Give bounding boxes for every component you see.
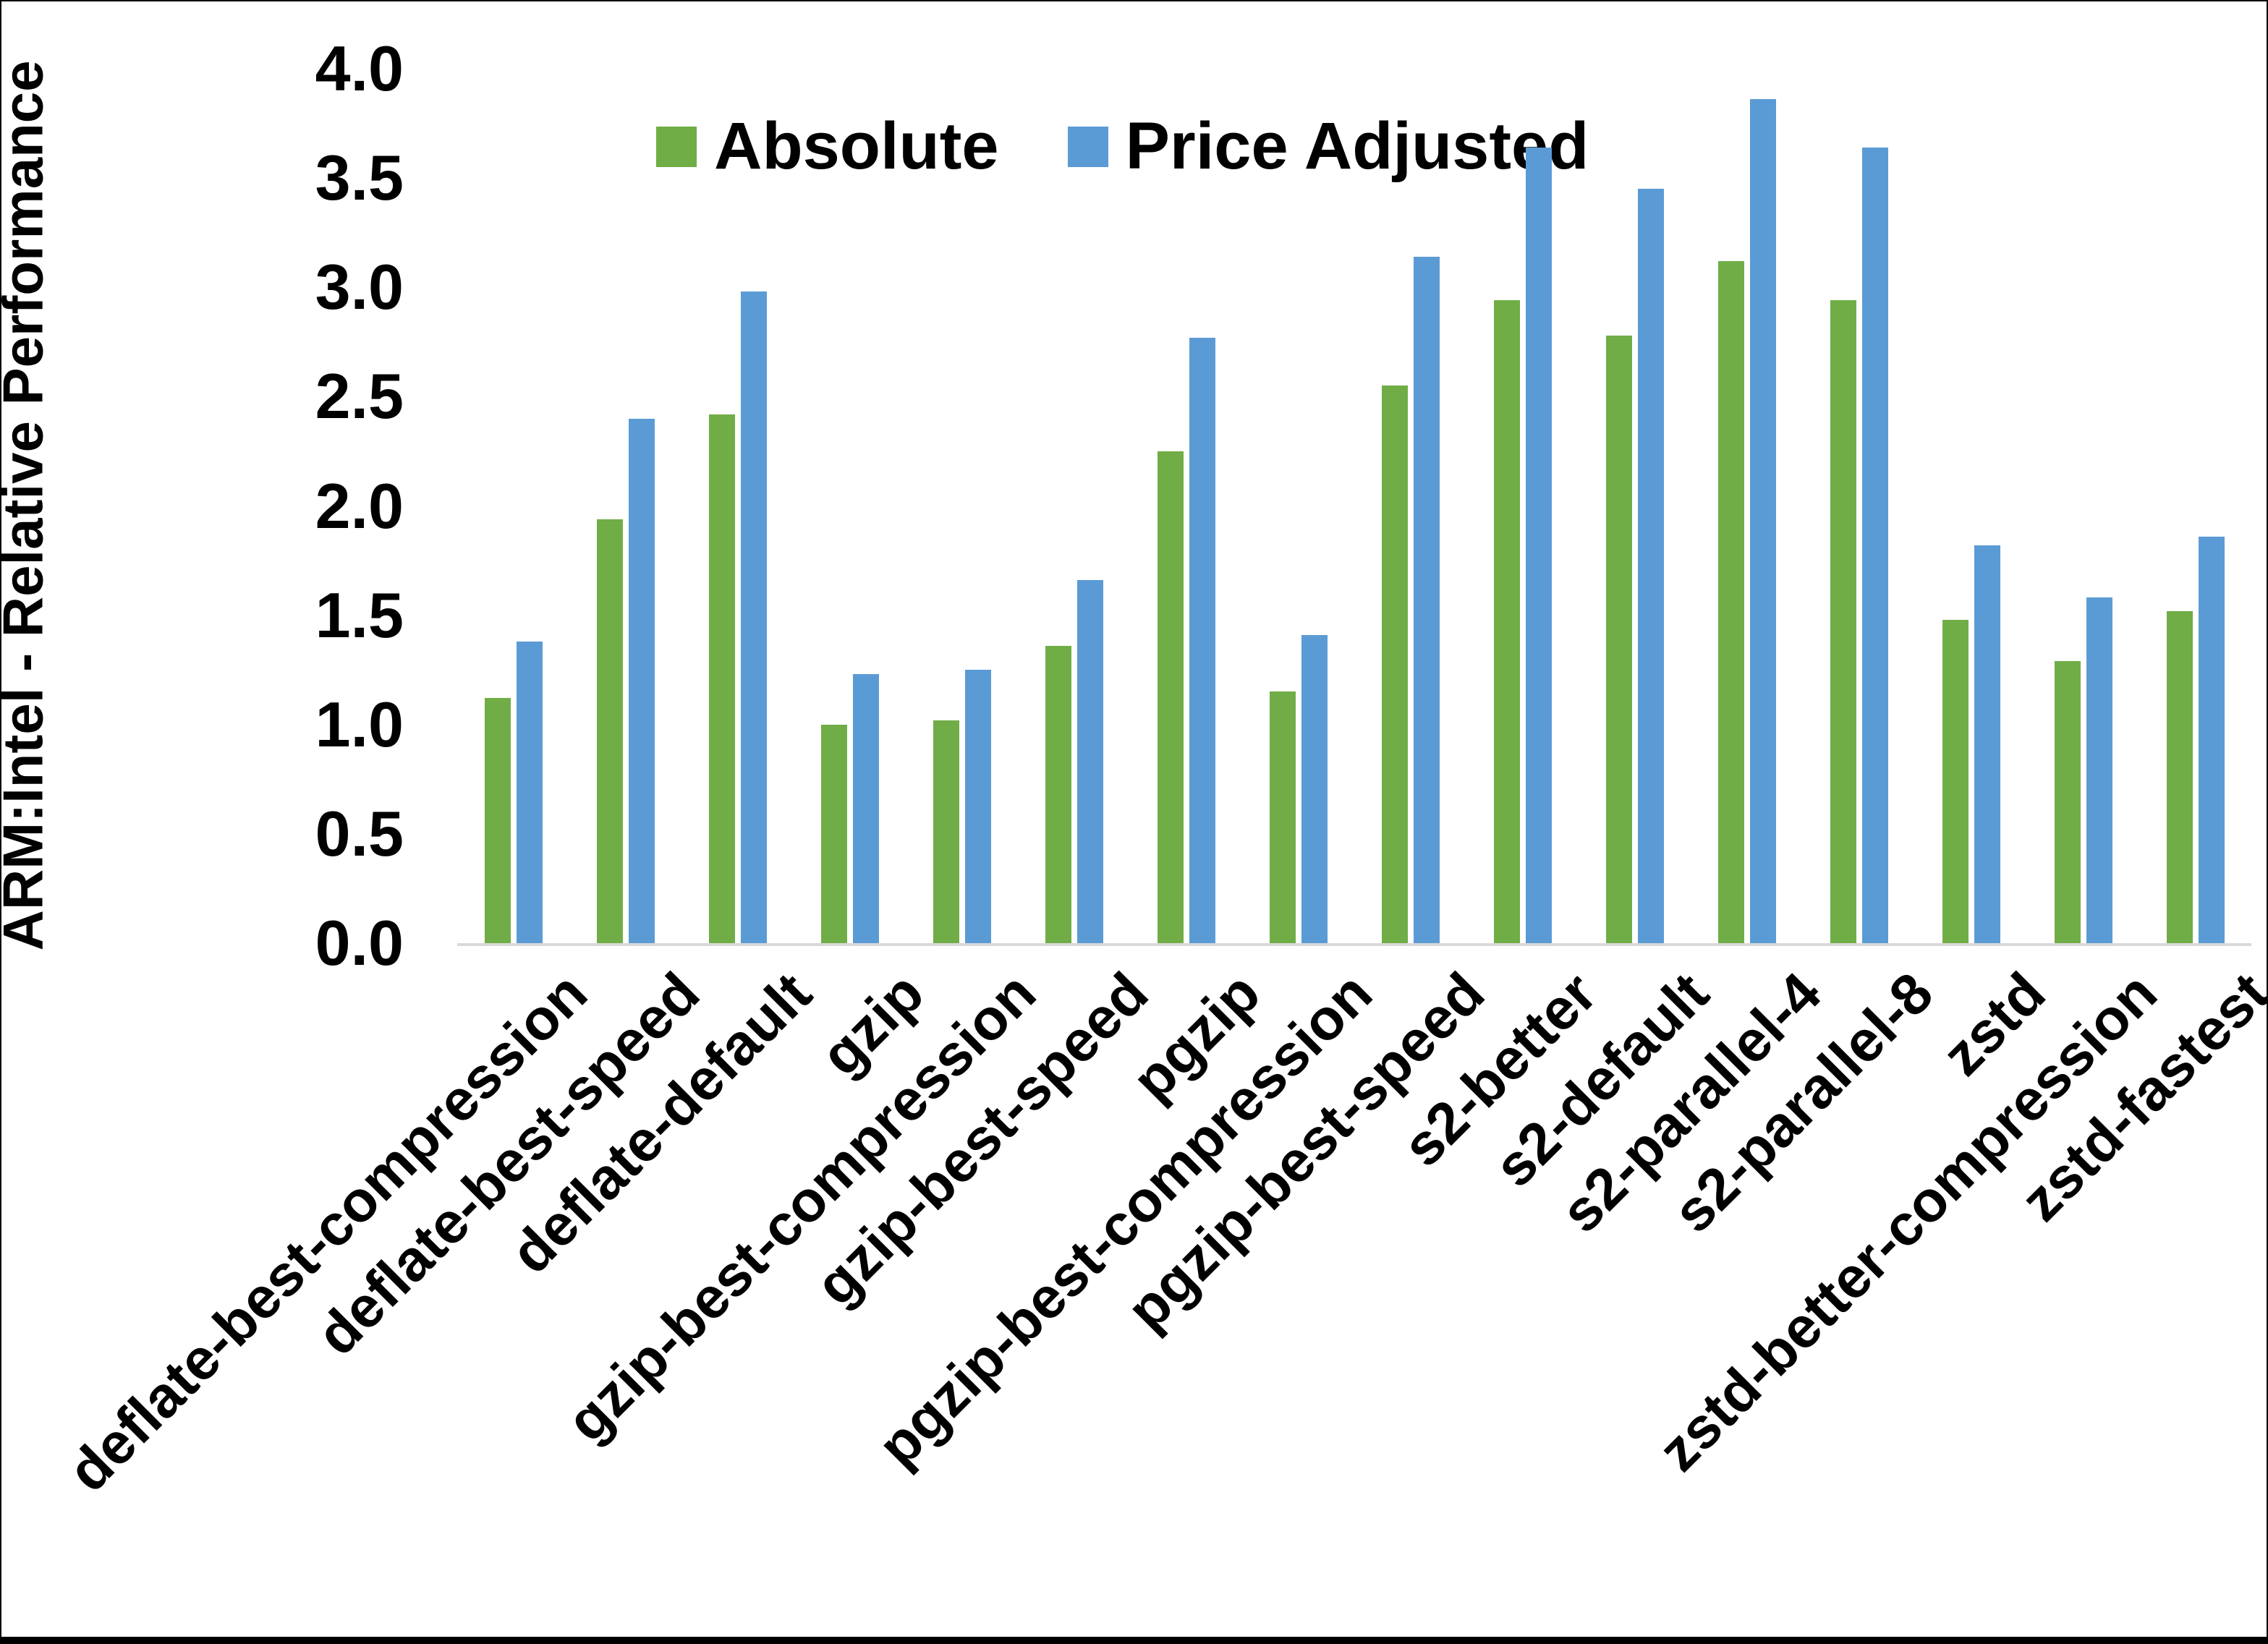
bar-absolute [1381,386,1408,943]
category-group [1018,69,1130,943]
bar-price-adjusted [1301,634,1328,943]
bar-price-adjusted [2198,536,2225,943]
bar-price-adjusted [516,641,543,943]
y-axis-tick: 2.0 [315,469,404,542]
bar-price-adjusted [852,674,879,943]
bar-price-adjusted [1974,545,2000,943]
legend-label-price-adjusted: Price Adjusted [1125,109,1589,183]
bar-absolute [1942,619,1968,943]
category-group [906,69,1018,943]
y-axis-tick: 3.0 [315,251,404,323]
bar-absolute [596,519,623,943]
category-group [1915,69,2027,943]
plot-area [457,69,2251,946]
bar-absolute [1605,335,1632,943]
bar-price-adjusted [964,670,991,943]
bar-price-adjusted [1749,99,1776,943]
category-group [1354,69,1466,943]
category-group [457,69,569,943]
legend-swatch-price-adjusted [1067,126,1108,167]
category-group [794,69,906,943]
legend-item-absolute: Absolute [656,108,999,184]
x-axis-line [457,943,2251,946]
category-group [569,69,681,943]
bar-price-adjusted [628,418,655,943]
y-axis-tick: 2.5 [315,360,404,433]
y-axis-tick: 3.5 [315,142,404,214]
category-group [681,69,794,943]
y-axis-tick: 1.0 [315,688,404,760]
category-group [2139,69,2251,943]
bar-price-adjusted [1076,580,1103,943]
category-group [1579,69,1691,943]
bar-price-adjusted [1861,147,1888,943]
legend-swatch-absolute [656,126,697,167]
bar-absolute [1157,451,1184,943]
legend: Absolute Price Adjusted [656,108,1589,184]
bar-absolute [1717,260,1744,943]
category-group [1130,69,1242,943]
bar-price-adjusted [1525,147,1552,943]
bar-absolute [820,724,847,943]
bar-price-adjusted [1413,256,1440,943]
bar-price-adjusted [1189,337,1215,943]
y-axis-title-text: ARM:Intel - Relative Performance [0,60,55,951]
category-group [1242,69,1354,943]
bar-price-adjusted [1637,189,1664,943]
y-axis-tick: 1.5 [315,579,404,651]
bar-absolute [2054,661,2081,943]
legend-item-price-adjusted: Price Adjusted [1067,108,1589,184]
y-axis-tick: 0.0 [315,907,404,979]
bar-price-adjusted [740,291,767,943]
y-axis-tick: 0.5 [315,797,404,869]
category-group [1803,69,1915,943]
category-group [2027,69,2139,943]
bar-price-adjusted [2086,597,2112,943]
y-axis-tick: 4.0 [315,33,404,104]
bar-absolute [708,414,735,943]
category-group [1466,69,1579,943]
bar-absolute [933,720,959,943]
bar-absolute [2166,610,2193,943]
category-group [1691,69,1803,943]
bar-absolute [1493,300,1520,943]
bar-absolute [484,698,511,943]
legend-label-absolute: Absolute [714,109,999,183]
bar-absolute [1045,645,1071,943]
bar-absolute [1830,300,1856,943]
bar-absolute [1269,691,1296,943]
